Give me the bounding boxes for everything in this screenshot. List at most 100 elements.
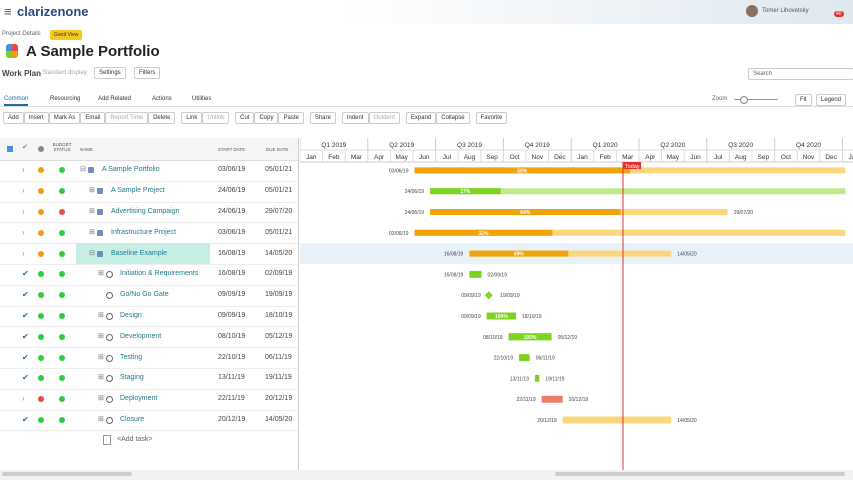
done-check[interactable]: ✔ [22, 290, 29, 300]
tree-toggle[interactable]: ⊞ [98, 416, 104, 423]
start-date[interactable]: 13/11/19 [218, 374, 245, 382]
done-check[interactable]: ✔ [22, 352, 29, 362]
expand-arrow[interactable]: › [22, 248, 25, 258]
progress-bar[interactable] [414, 229, 553, 236]
tree-toggle[interactable]: ⊞ [98, 374, 104, 382]
tree-toggle[interactable]: ⊞ [98, 270, 104, 278]
tab[interactable]: Resourcing [50, 96, 81, 102]
expand-arrow[interactable]: › [22, 227, 25, 237]
toolbar-button[interactable]: Unlink [202, 112, 230, 124]
start-date[interactable]: 16/08/19 [218, 249, 246, 257]
due-date[interactable]: 02/09/19 [265, 270, 293, 278]
due-date[interactable]: 05/01/21 [265, 187, 293, 195]
due-date[interactable]: 05/01/21 [265, 166, 293, 174]
task-bar[interactable] [469, 270, 482, 278]
toolbar-button[interactable]: Favorite [475, 112, 508, 124]
toolbar-button[interactable]: Delete [148, 112, 176, 124]
task-bar[interactable] [562, 416, 672, 424]
tree-toggle[interactable]: ⊞ [98, 395, 104, 403]
toolbar-button[interactable]: Report Time [105, 112, 149, 124]
toolbar-button[interactable]: Add [3, 112, 24, 124]
progress-bar[interactable] [508, 333, 552, 341]
start-date[interactable]: 24/06/19 [218, 208, 246, 215]
task-bar[interactable] [541, 395, 563, 403]
tab[interactable]: Actions [152, 96, 172, 102]
column-header[interactable]: BUDGET STATUS [52, 142, 72, 152]
column-header[interactable]: DUE DATE [266, 147, 289, 152]
filters-button[interactable]: Filters [134, 67, 161, 79]
progress-bar[interactable] [414, 167, 630, 174]
start-date[interactable]: 03/06/19 [218, 166, 246, 174]
scroll-thumb[interactable] [2, 472, 132, 476]
zoom-handle[interactable] [740, 96, 748, 104]
toolbar-button[interactable]: Copy [254, 112, 279, 124]
task-name[interactable]: Deployment [120, 395, 158, 403]
task-name[interactable]: Closure [120, 416, 145, 423]
due-date[interactable]: 06/11/19 [265, 353, 292, 361]
toolbar-button[interactable]: Cut [235, 112, 255, 124]
due-date[interactable]: 19/11/19 [265, 374, 292, 382]
toolbar-button[interactable]: Email [80, 112, 106, 124]
done-check[interactable]: ✔ [22, 311, 29, 320]
task-name[interactable]: Initiation & Requirements [120, 270, 199, 278]
task-name[interactable]: Testing [120, 353, 143, 361]
start-date[interactable]: 16/08/19 [218, 270, 246, 278]
fit-button[interactable]: Fit [795, 94, 812, 106]
due-date[interactable]: 19/09/19 [265, 291, 293, 299]
milestone[interactable] [484, 291, 493, 300]
toolbar-button[interactable]: Outdent [368, 112, 400, 124]
start-date[interactable]: 09/09/19 [218, 312, 246, 319]
due-date[interactable]: 05/12/19 [265, 332, 293, 340]
notification-badge[interactable]: 40 [834, 11, 844, 17]
task-name[interactable]: Design [120, 312, 142, 319]
settings-button[interactable]: Settings [94, 67, 126, 79]
due-date[interactable]: 05/01/21 [265, 228, 293, 236]
task-name[interactable]: Baseline Example [111, 249, 168, 257]
tab[interactable]: Add Related [98, 96, 132, 102]
start-date[interactable]: 22/10/19 [218, 353, 246, 361]
display-label[interactable]: Standard display [42, 70, 87, 76]
start-date[interactable]: 08/10/19 [218, 332, 246, 340]
tree-toggle[interactable]: ⊟ [89, 249, 95, 257]
task-bar[interactable] [534, 374, 540, 382]
due-date[interactable]: 14/05/20 [265, 249, 293, 257]
add-task[interactable]: <Add task> [117, 436, 153, 444]
progress-bar[interactable] [486, 312, 517, 320]
column-header[interactable]: NAME [80, 147, 94, 152]
legend-button[interactable]: Legend [816, 94, 847, 106]
toolbar-button[interactable]: Mark As [48, 112, 81, 124]
tree-toggle[interactable]: ⊞ [89, 187, 95, 195]
expand-arrow[interactable]: › [22, 186, 25, 196]
menu-icon[interactable]: ≡ [4, 4, 12, 19]
task-name[interactable]: Infrastructure Project [111, 228, 176, 236]
task-name[interactable]: Development [120, 332, 162, 340]
done-check[interactable]: ✔ [22, 373, 29, 383]
avatar[interactable] [746, 5, 758, 17]
expand-arrow[interactable]: › [22, 165, 25, 175]
view-badge[interactable]: Gantt View [50, 30, 83, 40]
zoom-slider[interactable] [734, 99, 778, 100]
toolbar-button[interactable]: Collapse [436, 112, 470, 124]
task-bar[interactable] [430, 188, 846, 195]
toolbar-button[interactable]: Share [309, 112, 336, 124]
user-name[interactable]: Tomer Lihovetsky [762, 8, 809, 14]
column-header[interactable]: START DATE [218, 147, 246, 152]
breadcrumb[interactable]: Project Details [2, 31, 41, 37]
tree-toggle[interactable]: ⊟ [80, 166, 86, 174]
expand-arrow[interactable]: › [22, 394, 25, 404]
expand-arrow[interactable]: › [22, 207, 25, 216]
start-date[interactable]: 03/06/19 [218, 228, 246, 236]
done-check[interactable]: ✔ [22, 415, 29, 424]
search-box[interactable]: Search [748, 68, 853, 80]
tree-toggle[interactable]: ⊞ [89, 208, 95, 215]
toolbar-button[interactable]: Paste [278, 112, 304, 124]
progress-bar[interactable] [430, 188, 501, 195]
due-date[interactable]: 20/12/19 [265, 395, 293, 403]
logo[interactable]: clarizenone [17, 4, 89, 19]
tree-toggle[interactable]: ⊞ [98, 353, 104, 361]
start-date[interactable]: 24/06/19 [218, 187, 246, 195]
tab[interactable]: Common [4, 96, 29, 106]
tree-toggle[interactable]: ⊞ [98, 332, 104, 340]
toolbar-button[interactable]: Expand [405, 112, 437, 124]
task-bar[interactable] [519, 354, 530, 362]
